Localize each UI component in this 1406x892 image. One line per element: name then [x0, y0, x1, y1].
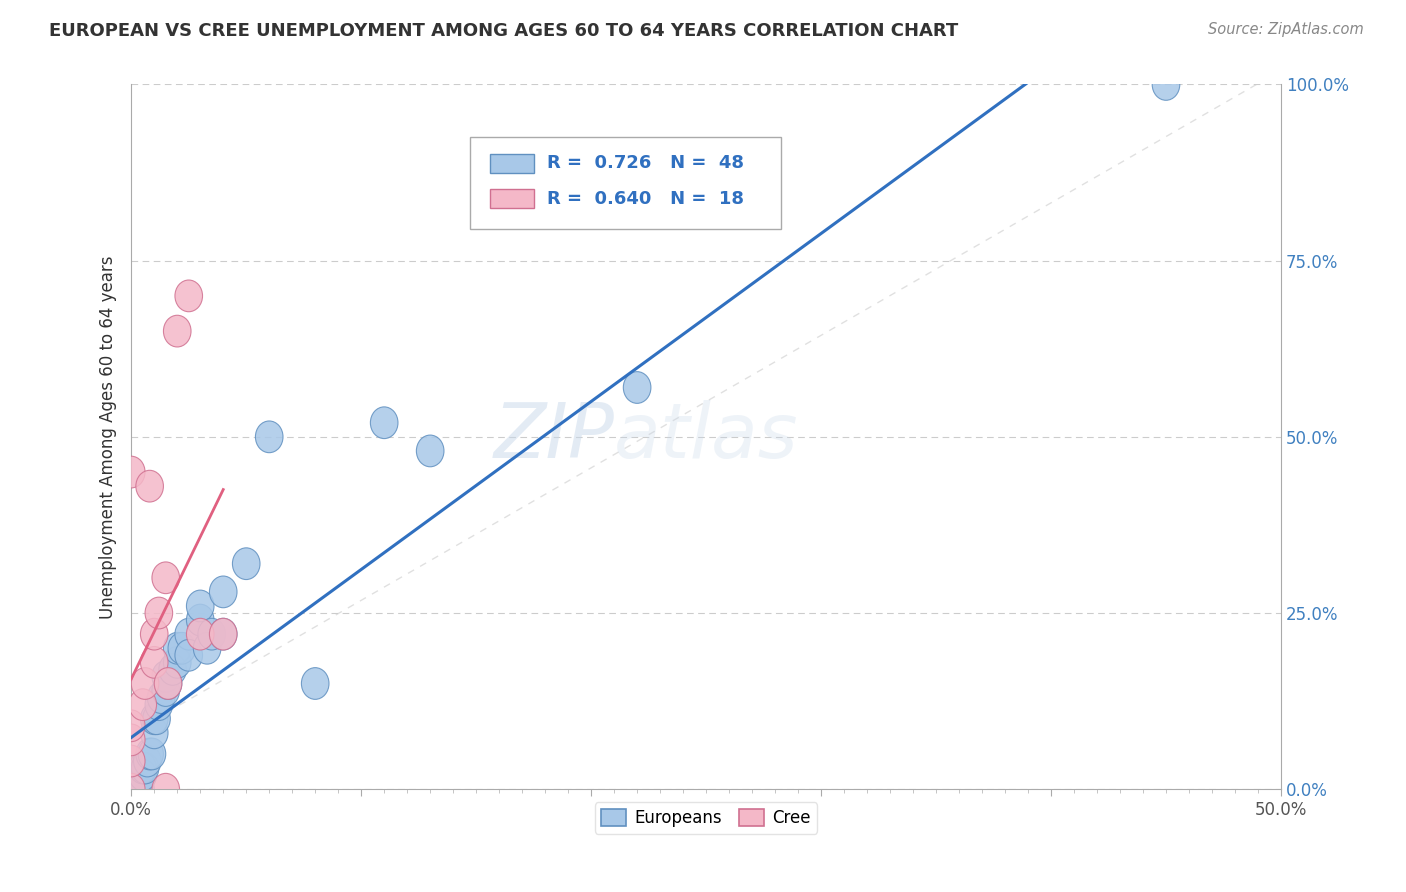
Ellipse shape [174, 280, 202, 311]
Ellipse shape [1152, 69, 1180, 100]
Ellipse shape [416, 435, 444, 467]
Ellipse shape [122, 773, 149, 805]
Ellipse shape [187, 604, 214, 636]
Ellipse shape [152, 773, 180, 805]
Ellipse shape [187, 591, 214, 622]
Ellipse shape [118, 745, 145, 777]
Ellipse shape [118, 724, 145, 756]
Text: Source: ZipAtlas.com: Source: ZipAtlas.com [1208, 22, 1364, 37]
Ellipse shape [118, 710, 145, 741]
Ellipse shape [127, 773, 155, 805]
Ellipse shape [169, 632, 195, 665]
Ellipse shape [131, 752, 159, 784]
Text: ZIP: ZIP [494, 400, 614, 474]
Ellipse shape [163, 632, 191, 665]
Ellipse shape [129, 752, 156, 784]
Ellipse shape [118, 773, 145, 805]
Ellipse shape [136, 470, 163, 502]
Ellipse shape [131, 667, 159, 699]
Ellipse shape [118, 773, 145, 805]
Ellipse shape [129, 759, 156, 791]
Ellipse shape [118, 773, 145, 805]
Ellipse shape [141, 717, 169, 748]
Text: R =  0.726   N =  48: R = 0.726 N = 48 [547, 154, 744, 172]
Ellipse shape [145, 689, 173, 721]
Ellipse shape [122, 773, 149, 805]
Legend: Europeans, Cree: Europeans, Cree [595, 802, 817, 834]
Ellipse shape [370, 407, 398, 439]
Ellipse shape [118, 456, 145, 488]
Ellipse shape [152, 674, 180, 706]
Ellipse shape [118, 773, 145, 805]
Ellipse shape [209, 618, 238, 650]
Ellipse shape [118, 773, 145, 805]
Ellipse shape [209, 618, 238, 650]
Ellipse shape [120, 773, 148, 805]
Ellipse shape [118, 773, 145, 805]
Ellipse shape [136, 738, 163, 770]
Ellipse shape [141, 618, 169, 650]
Ellipse shape [148, 681, 174, 714]
Ellipse shape [159, 654, 187, 685]
Ellipse shape [143, 703, 170, 735]
Text: R =  0.640   N =  18: R = 0.640 N = 18 [547, 190, 744, 208]
Ellipse shape [118, 773, 145, 805]
Ellipse shape [134, 745, 162, 777]
Ellipse shape [145, 597, 173, 629]
Ellipse shape [141, 703, 169, 735]
FancyBboxPatch shape [489, 189, 534, 209]
Ellipse shape [138, 738, 166, 770]
FancyBboxPatch shape [489, 153, 534, 173]
Ellipse shape [187, 618, 214, 650]
Text: atlas: atlas [614, 400, 799, 474]
Ellipse shape [198, 618, 225, 650]
Ellipse shape [163, 315, 191, 347]
Ellipse shape [155, 667, 181, 699]
Ellipse shape [129, 689, 156, 721]
Ellipse shape [124, 773, 152, 805]
Ellipse shape [118, 773, 145, 805]
Text: EUROPEAN VS CREE UNEMPLOYMENT AMONG AGES 60 TO 64 YEARS CORRELATION CHART: EUROPEAN VS CREE UNEMPLOYMENT AMONG AGES… [49, 22, 959, 40]
Ellipse shape [209, 576, 238, 607]
Ellipse shape [194, 632, 221, 665]
Ellipse shape [623, 372, 651, 403]
Ellipse shape [141, 647, 169, 678]
FancyBboxPatch shape [471, 137, 780, 229]
Ellipse shape [120, 773, 148, 805]
Ellipse shape [163, 647, 191, 678]
Ellipse shape [174, 640, 202, 671]
Ellipse shape [152, 661, 180, 692]
Ellipse shape [301, 667, 329, 699]
Ellipse shape [232, 548, 260, 580]
Ellipse shape [118, 773, 145, 805]
Ellipse shape [256, 421, 283, 452]
Ellipse shape [118, 773, 145, 805]
Ellipse shape [155, 667, 181, 699]
Y-axis label: Unemployment Among Ages 60 to 64 years: Unemployment Among Ages 60 to 64 years [100, 255, 117, 618]
Ellipse shape [152, 562, 180, 594]
Ellipse shape [174, 618, 202, 650]
